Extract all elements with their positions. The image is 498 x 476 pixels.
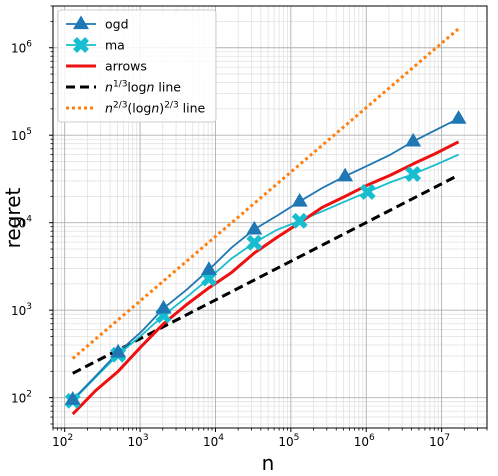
tick-labels: 102 103 104 105 106 107 102 103 104 105 106: [11, 40, 450, 449]
y-tick-label: 103: [11, 302, 32, 318]
legend-label-3: n1/3logn line: [105, 80, 181, 95]
y-axis-label: regret: [1, 187, 25, 248]
series-0-marker: [64, 391, 81, 405]
x-tick-label: 104: [203, 433, 224, 449]
y-tick-label: 104: [11, 215, 32, 231]
ticks-layer: [49, 5, 488, 432]
series-0-marker: [110, 343, 127, 358]
legend-label-1: ma: [105, 38, 125, 53]
x-axis-label: n: [262, 451, 275, 475]
series-line-2: [71, 140, 460, 416]
y-tick-label: 105: [11, 127, 32, 143]
markers-layer: [64, 110, 467, 409]
series-0-marker: [337, 167, 354, 182]
series-0-marker: [246, 220, 263, 235]
series-0-marker: [200, 261, 217, 275]
legend-label-4: n2/3(logn)2/3 line: [105, 101, 206, 116]
series-1-marker: [246, 234, 263, 251]
series-layer: [71, 27, 460, 416]
y-tick-label: 106: [11, 40, 32, 56]
legend: ogd ma arrows n1/3logn line n2/3(logn)2/3 li…: [57, 9, 217, 123]
series-0-marker: [405, 132, 422, 147]
x-tick-label: 106: [354, 433, 375, 449]
series-1-marker: [405, 166, 422, 182]
plot-frame: [52, 5, 488, 429]
legend-marker-0: [73, 15, 89, 30]
series-line-1: [72, 153, 459, 402]
series-1-marker: [291, 212, 308, 229]
legend-marker-1: [73, 37, 89, 53]
legend-label-0: ogd: [105, 17, 129, 32]
legend-box: [57, 9, 217, 123]
series-0-marker: [450, 110, 467, 124]
series-0-marker: [155, 299, 172, 314]
y-tick-label: 102: [11, 390, 32, 406]
x-tick-label: 103: [128, 433, 149, 449]
series-line-4: [71, 27, 460, 360]
x-tick-label: 102: [52, 433, 73, 449]
series-0-marker: [291, 192, 308, 207]
series-line-0: [72, 117, 459, 401]
x-tick-label: 107: [429, 433, 450, 449]
legend-label-2: arrows: [105, 59, 147, 74]
series-line-3: [72, 173, 460, 375]
x-tick-label: 105: [278, 433, 299, 449]
series-1-marker: [359, 183, 376, 200]
